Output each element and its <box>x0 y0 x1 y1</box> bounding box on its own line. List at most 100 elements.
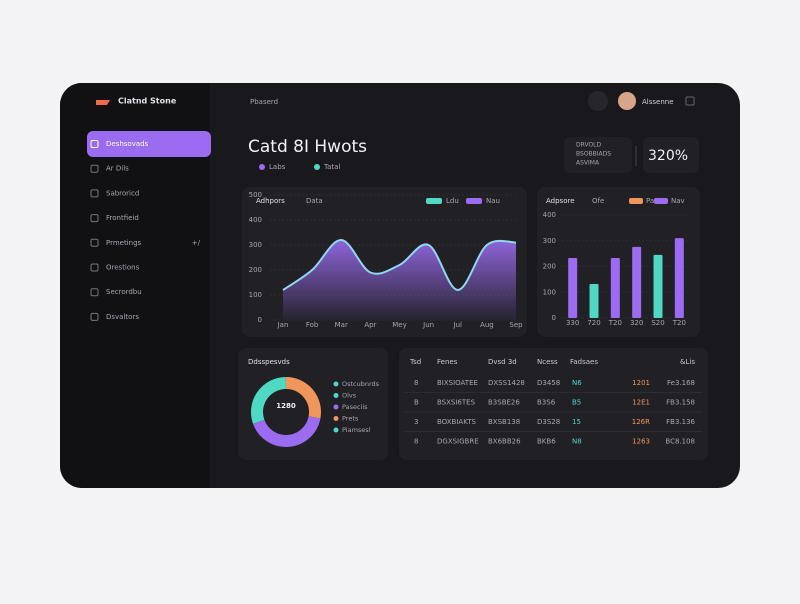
legend-label: Paseciis <box>342 403 368 411</box>
x-tick-label: Fob <box>306 321 319 329</box>
nav-icon <box>90 238 99 247</box>
table-cell: BXSB138 <box>488 418 520 426</box>
legend-dot <box>333 416 339 421</box>
y-tick-label: 400 <box>249 216 262 224</box>
donut-segment <box>285 376 321 419</box>
legend-swatch <box>629 198 643 204</box>
table-cell: 15 <box>572 418 581 426</box>
page-title: Catd 8I Hwots <box>248 137 367 157</box>
nav-item[interactable]: Ar Dils <box>106 165 129 173</box>
table-cell: FB3.158 <box>666 399 695 407</box>
legend-dot <box>259 164 265 170</box>
table-cell: BC8.108 <box>665 438 695 446</box>
bar <box>610 258 620 318</box>
x-tick-label: Jun <box>422 321 434 329</box>
nav-icon <box>90 263 99 272</box>
stat-card <box>564 137 632 173</box>
stat-label: BSOBBIADS <box>576 151 611 158</box>
x-tick-label: Apr <box>364 321 376 329</box>
x-tick-label: Jan <box>277 321 289 329</box>
table-header: Tsd <box>409 358 421 366</box>
x-tick-label: S20 <box>651 319 664 327</box>
legend-label: Ldu <box>446 197 459 205</box>
legend-dot <box>333 381 339 387</box>
card-title: Adpsore <box>546 197 575 205</box>
table-cell: BKB6 <box>537 438 556 446</box>
table-header: Fenes <box>437 358 458 366</box>
table-cell: N8 <box>572 438 582 446</box>
active-nav-bg <box>87 131 211 157</box>
table-cell: B3SBE26 <box>488 399 520 407</box>
legend-dot <box>333 393 339 398</box>
card-tag: Ofe <box>592 197 604 205</box>
menu-icon[interactable] <box>685 96 695 106</box>
table-cell: Fe3.168 <box>667 379 695 387</box>
table-cell: 12E1 <box>632 399 650 407</box>
bar <box>589 284 599 318</box>
table-cell: 3 <box>414 418 418 426</box>
table-cell: 1201 <box>632 379 650 387</box>
table-cell: DGXSIGBRE <box>437 438 479 446</box>
table-header: Ncess <box>537 358 558 366</box>
area-fill <box>283 239 516 320</box>
card-tag: Data <box>306 197 323 205</box>
nav-icon <box>90 140 99 148</box>
nav-item[interactable]: Frontfieid <box>106 214 139 222</box>
nav-item[interactable]: Dsvaltors <box>106 313 139 321</box>
y-tick-label: 300 <box>543 237 556 245</box>
stat-label: ASVIMA <box>576 160 600 167</box>
card-title: Adhpors <box>256 197 285 205</box>
nav-item[interactable]: Deshsovads <box>106 140 149 148</box>
legend-dot <box>314 164 320 170</box>
legend-label: Olvs <box>342 392 357 400</box>
nav-item[interactable]: Secrordbu <box>106 288 142 296</box>
bar <box>632 246 642 318</box>
x-tick-label: Aug <box>480 321 494 329</box>
table-cell: 8 <box>414 438 418 446</box>
table-cell: D3458 <box>537 379 560 387</box>
table-cell: BIXSIOATEE <box>437 379 478 387</box>
table-cell: N6 <box>572 379 582 387</box>
notification-button[interactable] <box>588 91 608 111</box>
x-tick-label: 330 <box>566 319 579 327</box>
y-tick-label: 100 <box>543 288 556 296</box>
stat-value-card <box>643 137 699 173</box>
legend-dot <box>333 427 339 433</box>
nav-icon <box>90 164 99 173</box>
legend-label: Nav <box>671 197 685 205</box>
stat-value: 320% <box>648 148 688 164</box>
bar <box>568 258 578 318</box>
x-tick-label: Mar <box>335 321 348 329</box>
y-tick-label: 200 <box>543 263 556 271</box>
table-cell: 8 <box>414 379 418 387</box>
nav-item[interactable]: Sabroricd <box>106 189 139 197</box>
legend-label: Tatal <box>323 163 340 171</box>
user-name[interactable]: Alssenne <box>642 98 674 106</box>
brand-name: Clatnd Stone <box>118 97 177 106</box>
avatar[interactable] <box>618 92 636 110</box>
y-tick-label: 100 <box>249 291 262 299</box>
y-tick-label: 0 <box>258 316 262 324</box>
nav-icon <box>90 288 99 297</box>
legend-swatch <box>466 198 482 204</box>
table-cell: 1263 <box>632 438 650 446</box>
topbar-title: Pbaserd <box>250 98 278 106</box>
bar <box>653 254 663 318</box>
area-line <box>282 238 517 292</box>
legend-label: Prets <box>342 415 359 423</box>
y-tick-label: 0 <box>552 314 556 322</box>
legend-label: Labs <box>269 163 286 171</box>
x-tick-label: Mey <box>392 321 407 329</box>
nav-item[interactable]: Prmetings <box>106 239 142 247</box>
table-header: Fadsaes <box>570 358 598 366</box>
legend-label: Nau <box>486 197 500 205</box>
table-cell: DXSS1428 <box>488 379 525 387</box>
bar <box>674 238 684 318</box>
nav-item[interactable]: Orestions <box>106 264 140 272</box>
y-tick-label: 500 <box>249 191 262 199</box>
legend-label: Piamsesl <box>342 426 371 434</box>
x-tick-label: Jul <box>453 321 463 329</box>
y-tick-label: 200 <box>249 266 262 274</box>
